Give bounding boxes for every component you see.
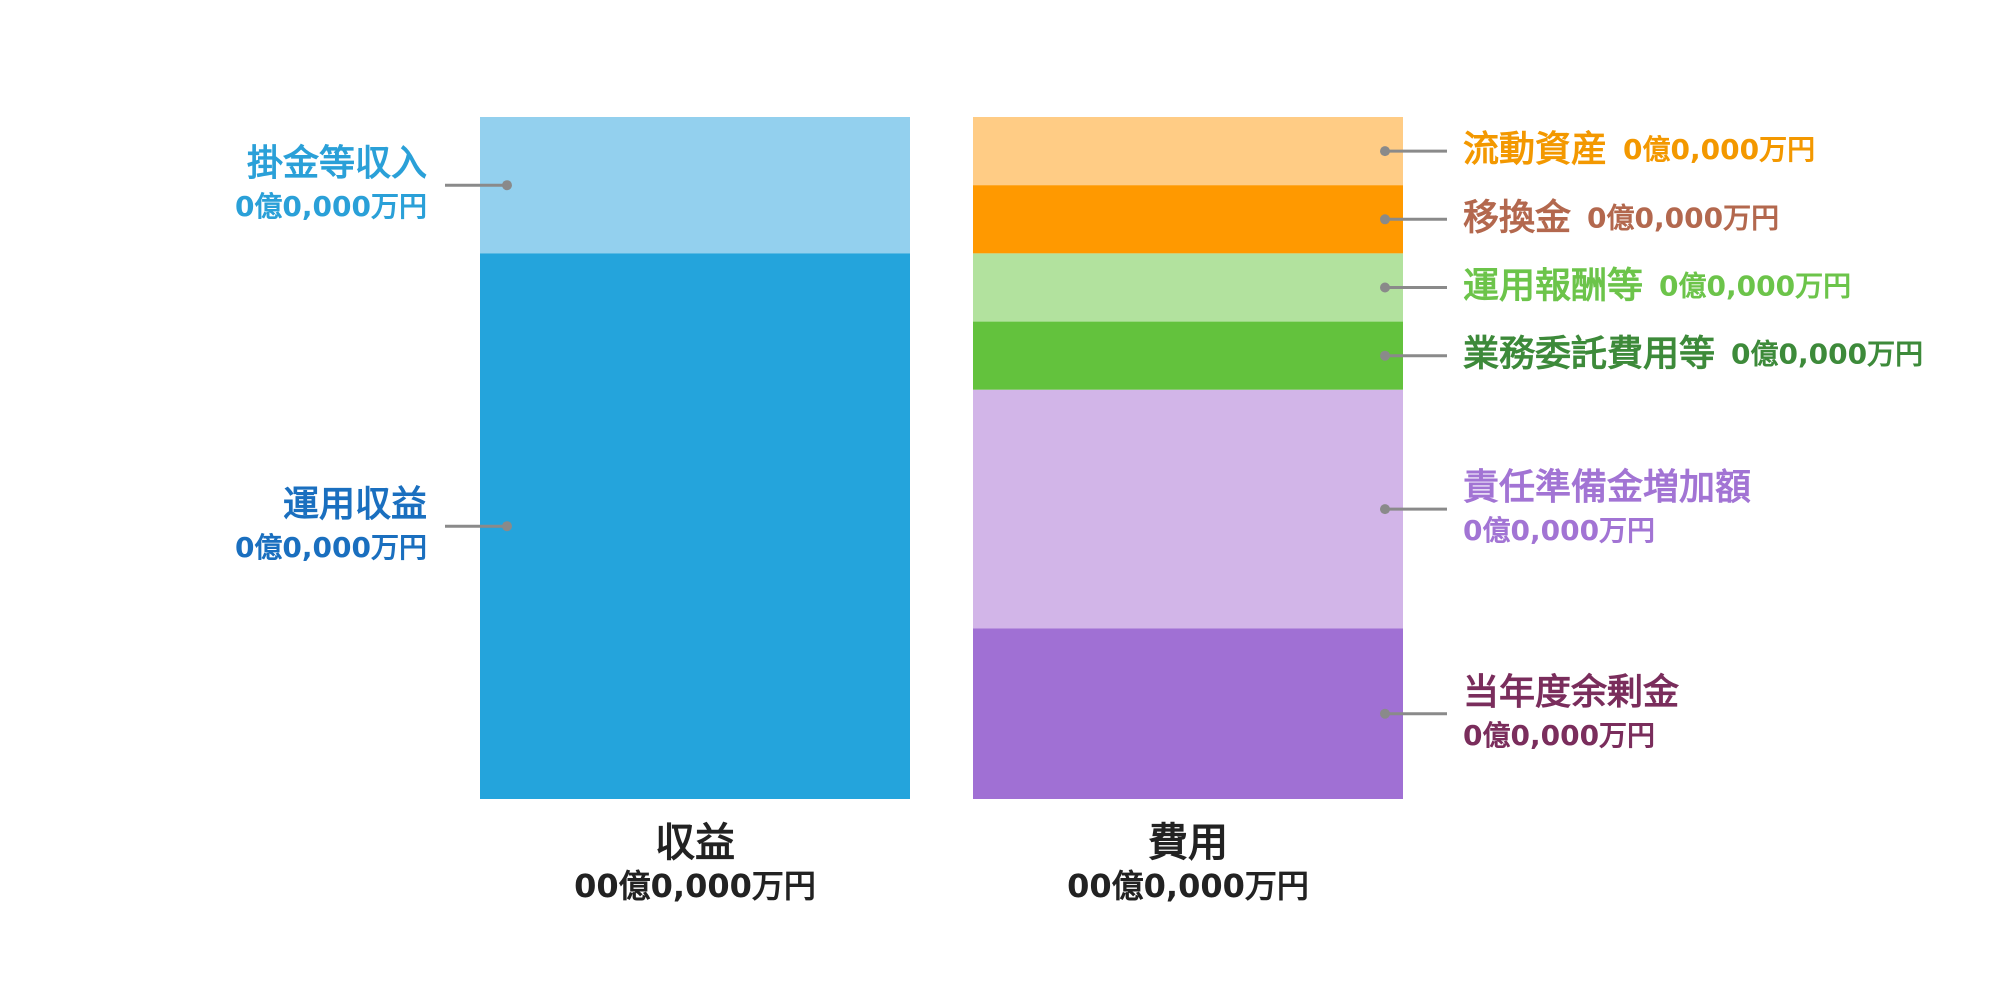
segment-amount: 0億0,000万円 — [1623, 133, 1815, 166]
segment-amount: 0億0,000万円 — [1463, 514, 1655, 547]
connector-dot — [1380, 214, 1390, 225]
bar-segment — [973, 185, 1403, 254]
segment-label: 流動資産 0億0,000万円 — [1463, 129, 1815, 170]
bar-segment — [973, 628, 1403, 799]
segment-label: 運用報酬等 0億0,000万円 — [1463, 266, 1851, 307]
segment-amount: 0億0,000万円 — [235, 531, 427, 564]
segment-name: 運用報酬等 — [1463, 266, 1643, 307]
connector-dot — [1380, 708, 1390, 719]
connector-dot — [502, 180, 512, 191]
bar-segment — [973, 389, 1403, 629]
segment-name: 掛金等収入 — [247, 142, 427, 184]
segment-amount: 0億0,000万円 — [1587, 201, 1779, 234]
connector-dot — [502, 521, 512, 532]
bar-segment — [973, 117, 1403, 186]
segment-name: 流動資産 — [1463, 129, 1607, 170]
bar-total: 00億0,000万円 — [1067, 867, 1309, 905]
segment-name: 移換金 — [1463, 196, 1572, 238]
segment-name: 運用収益 — [283, 484, 427, 525]
connector-dot — [1380, 504, 1390, 515]
bar-segment — [480, 117, 910, 254]
segment-amount: 0億0,000万円 — [1731, 338, 1923, 371]
bar-segment — [973, 253, 1403, 322]
segment-name: 業務委託費用等 — [1463, 334, 1715, 375]
connector-dot — [1380, 146, 1390, 157]
bar-segment — [480, 253, 910, 799]
bar-segment — [973, 321, 1403, 390]
segment-label: 移換金 0億0,000万円 — [1463, 196, 1779, 238]
connector-dot — [1380, 350, 1390, 361]
bar-total: 00億0,000万円 — [574, 867, 816, 905]
segment-amount: 0億0,000万円 — [1463, 719, 1655, 752]
bar-name: 費用 — [1148, 820, 1228, 866]
bar-name: 収益 — [655, 820, 735, 866]
connector-dot — [1380, 282, 1390, 293]
segment-name: 当年度余剰金 — [1463, 671, 1680, 713]
segment-amount: 0億0,000万円 — [1659, 270, 1851, 303]
segment-label: 業務委託費用等 0億0,000万円 — [1463, 334, 1923, 375]
segment-name: 責任準備金増加額 — [1463, 466, 1751, 508]
segment-amount: 0億0,000万円 — [235, 190, 427, 223]
